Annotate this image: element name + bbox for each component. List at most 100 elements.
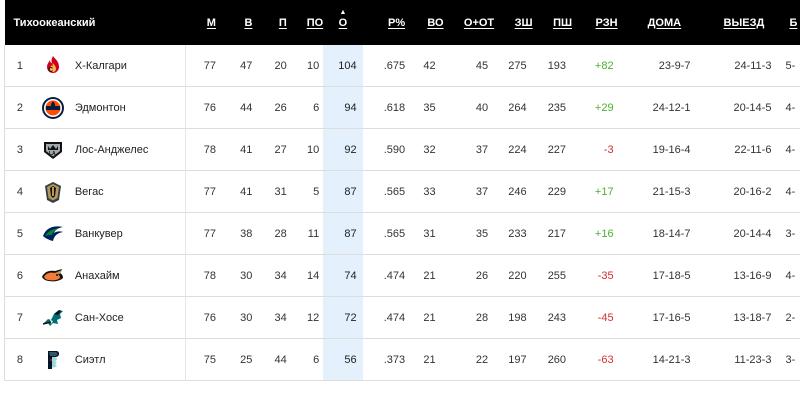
points-cell: 94 bbox=[323, 86, 363, 129]
regulation-wins-cell: 32 bbox=[423, 143, 436, 156]
team-cell[interactable]: Ванкувер bbox=[34, 212, 187, 255]
losses-cell: 27 bbox=[274, 143, 287, 156]
table-row-4[interactable]: 4 Вегас 77 41 31 5 87 .565 33 37 246 229… bbox=[3, 170, 800, 213]
diff-cell: +82 bbox=[594, 59, 614, 72]
table-row-8[interactable]: 8 Сиэтл 75 25 44 6 56 .373 21 22 197 260… bbox=[3, 338, 800, 381]
diff-cell: +16 bbox=[594, 227, 614, 240]
col-header-home[interactable]: ДОМА bbox=[647, 16, 682, 29]
rank-cell: 1 bbox=[3, 45, 35, 87]
away-record-cell: 20-14-4 bbox=[733, 227, 772, 240]
col-header-b[interactable]: Б bbox=[789, 16, 798, 29]
team-cell[interactable]: Сиэтл bbox=[34, 338, 187, 381]
wins-cell: 30 bbox=[240, 311, 253, 324]
col-header-goals-against[interactable]: ПШ bbox=[553, 16, 573, 29]
ot-losses-cell: 6 bbox=[313, 353, 320, 366]
wins-cell: 41 bbox=[240, 185, 253, 198]
points-cell: 87 bbox=[323, 212, 363, 255]
team-cell[interactable]: Эдмонтон bbox=[34, 86, 187, 129]
home-record-cell: 17-16-5 bbox=[652, 311, 691, 324]
row-cell: 28 bbox=[475, 311, 489, 324]
games-cell: 77 bbox=[203, 59, 216, 72]
team-cell[interactable]: C Х-Калгари bbox=[34, 45, 187, 87]
b-cell: 2- bbox=[785, 311, 796, 324]
diff-cell: +29 bbox=[594, 101, 614, 114]
table-row-7[interactable]: 7 Сан-Хосе 76 30 34 12 72 .474 21 28 198… bbox=[3, 296, 800, 339]
ot-losses-cell: 5 bbox=[313, 185, 320, 198]
col-header-diff[interactable]: РЗН bbox=[595, 16, 618, 29]
table-row-2[interactable]: 2 Эдмонтон 76 44 26 6 94 .618 35 40 264 … bbox=[3, 86, 800, 129]
b-cell: 4- bbox=[785, 101, 796, 114]
team-cell[interactable]: Сан-Хосе bbox=[34, 296, 187, 339]
col-header-points[interactable]: ▲ О bbox=[338, 9, 348, 29]
col-header-away[interactable]: ВЫЕЗД bbox=[723, 16, 765, 29]
col-header-losses[interactable]: П bbox=[278, 16, 287, 29]
ducks-logo-icon bbox=[41, 264, 65, 288]
table-row-3[interactable]: 3 LA Лос-Анджелес 78 41 27 10 92 .590 32… bbox=[3, 128, 800, 171]
team-cell[interactable]: LA Лос-Анджелес bbox=[34, 128, 187, 171]
ot-losses-cell: 11 bbox=[307, 227, 320, 240]
col-header-ot-losses[interactable]: ПО bbox=[306, 16, 324, 29]
games-cell: 76 bbox=[203, 101, 216, 114]
wins-cell: 41 bbox=[240, 143, 253, 156]
goals-for-cell: 198 bbox=[508, 311, 527, 324]
col-header-regulation-wins[interactable]: ВО bbox=[427, 16, 444, 29]
b-cell: 4- bbox=[785, 269, 796, 282]
b-cell: 4- bbox=[785, 185, 796, 198]
col-header-games[interactable]: М bbox=[206, 16, 216, 29]
standings-container: Тихоокеанский М В П ПО ▲ О Р% ВО О+ОТ ЗШ … bbox=[3, 0, 800, 381]
col-header-points-pct[interactable]: Р% bbox=[388, 16, 406, 29]
team-cell[interactable]: Анахайм bbox=[34, 254, 187, 297]
canucks-logo-icon bbox=[41, 222, 65, 246]
col-header-goals-for[interactable]: ЗШ bbox=[514, 16, 533, 29]
diff-cell: -3 bbox=[603, 143, 614, 156]
table-row-5[interactable]: 5 Ванкувер 77 38 28 11 87 .565 31 35 233… bbox=[3, 212, 800, 255]
wins-cell: 25 bbox=[240, 353, 253, 366]
table-row-1[interactable]: 1 C Х-Калгари 77 47 20 10 104 .675 42 45… bbox=[3, 45, 800, 87]
b-cell: 4- bbox=[785, 143, 796, 156]
team-name[interactable]: Сиэтл bbox=[74, 353, 106, 366]
team-name[interactable]: Ванкувер bbox=[74, 227, 123, 240]
regulation-wins-cell: 21 bbox=[423, 269, 436, 282]
diff-cell: -63 bbox=[597, 353, 614, 366]
ot-losses-cell: 10 bbox=[306, 143, 320, 156]
goals-for-cell: 264 bbox=[508, 101, 527, 114]
b-cell: 3- bbox=[785, 227, 796, 240]
home-record-cell: 17-18-5 bbox=[652, 269, 691, 282]
col-header-wins[interactable]: В bbox=[244, 16, 253, 29]
home-record-cell: 18-14-7 bbox=[652, 227, 691, 240]
team-name[interactable]: Вегас bbox=[74, 185, 104, 198]
team-name[interactable]: Лос-Анджелес bbox=[74, 143, 149, 156]
col-header-row[interactable]: О+ОТ bbox=[463, 16, 495, 29]
table-row-6[interactable]: 6 Анахайм 78 30 34 14 74 .474 21 26 220 … bbox=[3, 254, 800, 297]
home-record-cell: 23-9-7 bbox=[658, 59, 691, 72]
rank-cell: 2 bbox=[3, 86, 35, 129]
goals-for-cell: 246 bbox=[508, 185, 527, 198]
team-name[interactable]: Сан-Хосе bbox=[74, 311, 124, 324]
diff-cell: +17 bbox=[594, 185, 614, 198]
points-pct-cell: .675 bbox=[383, 59, 406, 72]
kraken-logo-icon bbox=[41, 348, 65, 372]
points-pct-cell: .474 bbox=[383, 311, 406, 324]
kings-logo-icon: LA bbox=[41, 138, 65, 162]
team-name[interactable]: Анахайм bbox=[74, 269, 120, 282]
points-pct-cell: .590 bbox=[383, 143, 406, 156]
standings-table: Тихоокеанский М В П ПО ▲ О Р% ВО О+ОТ ЗШ … bbox=[3, 0, 800, 381]
team-cell[interactable]: Вегас bbox=[34, 170, 187, 213]
team-name[interactable]: Эдмонтон bbox=[74, 101, 126, 114]
games-cell: 78 bbox=[203, 269, 216, 282]
regulation-wins-cell: 21 bbox=[423, 353, 436, 366]
losses-cell: 26 bbox=[274, 101, 287, 114]
ot-losses-cell: 12 bbox=[306, 311, 320, 324]
losses-cell: 34 bbox=[274, 311, 287, 324]
goals-for-cell: 275 bbox=[508, 59, 527, 72]
games-cell: 77 bbox=[203, 227, 216, 240]
goals-against-cell: 235 bbox=[547, 101, 567, 114]
away-record-cell: 11-23-3 bbox=[734, 353, 772, 366]
team-name[interactable]: Х-Калгари bbox=[74, 59, 127, 72]
home-record-cell: 19-16-4 bbox=[652, 143, 691, 156]
losses-cell: 44 bbox=[274, 353, 287, 366]
wins-cell: 44 bbox=[240, 101, 253, 114]
goals-against-cell: 243 bbox=[547, 311, 567, 324]
rank-cell: 5 bbox=[3, 212, 35, 255]
rank-cell: 3 bbox=[3, 128, 35, 171]
